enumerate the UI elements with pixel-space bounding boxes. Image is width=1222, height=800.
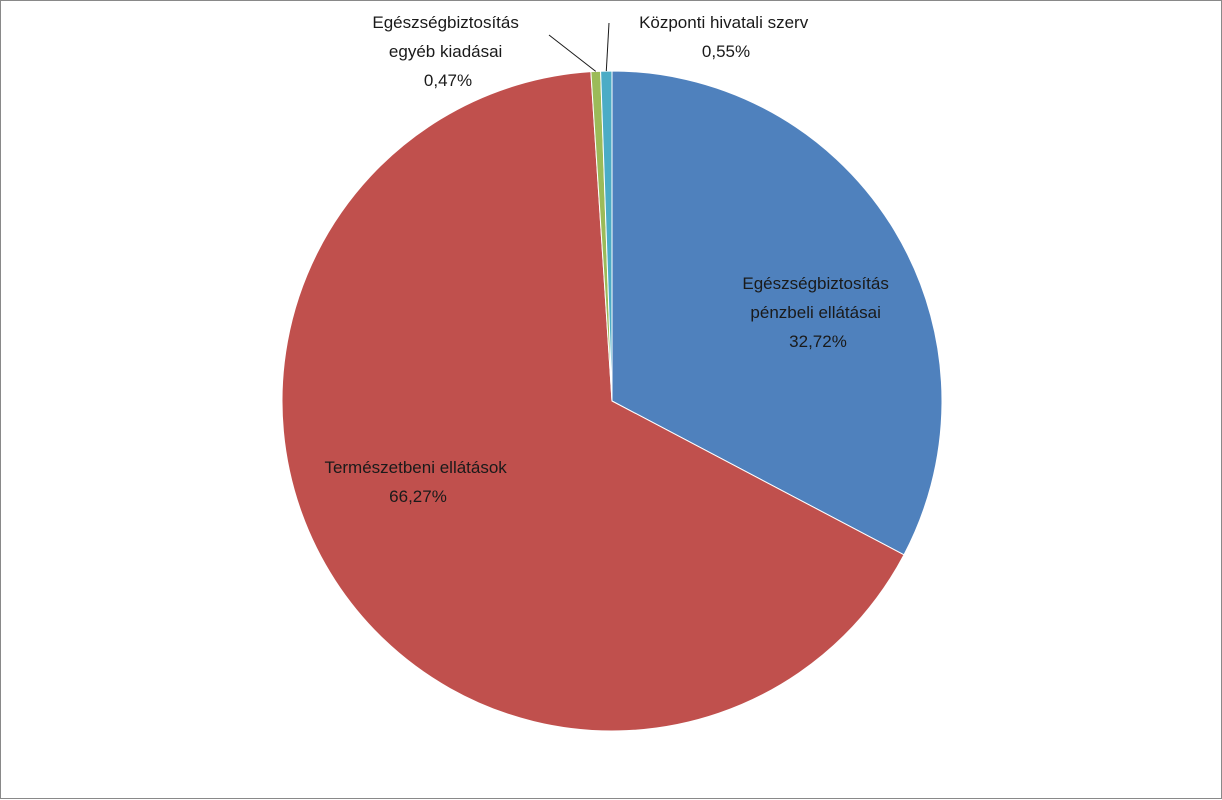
leader-line-egyeb [548,34,597,72]
pie-slice-termeszetbeni [281,71,905,732]
slice-label-egyeb: Egészségbiztosítás egyéb kiadásai 0,47% [372,13,523,90]
slice-value-penzbeli: 32,72% [789,332,847,351]
pie-slice-kozponti [600,70,613,402]
leader-lines [548,22,610,72]
slice-value-kozponti: 0,55% [702,42,750,61]
pie-slices [281,70,943,732]
slice-label-kozponti: Központi hivatali szerv 0,55% [639,13,813,61]
leader-line-kozponti [605,22,610,72]
slice-value-termeszetbeni: 66,27% [389,487,447,506]
slice-label-termeszetbeni: Természetbeni ellátások 66,27% [324,458,511,506]
slice-label-penzbeli: Egészségbiztosítás pénzbeli ellátásai 32… [742,274,893,351]
slice-value-egyeb: 0,47% [424,71,472,90]
pie-slice-penzbeli [611,70,943,556]
